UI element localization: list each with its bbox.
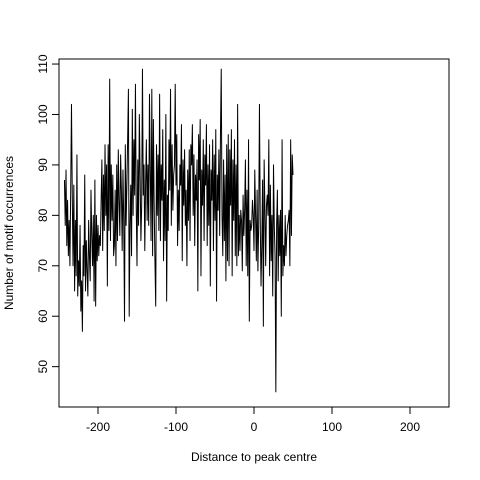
y-axis-label: Number of motif occurrences <box>2 156 16 310</box>
y-axis: 50 60 70 80 90 100 110 <box>36 54 59 373</box>
x-axis: -200 -100 0 100 200 <box>86 407 420 434</box>
x-axis-label: Distance to peak centre <box>191 450 317 464</box>
y-tick-label: 70 <box>36 259 50 273</box>
series-line <box>63 68 294 393</box>
x-tick-label: -100 <box>164 420 188 434</box>
y-tick-label: 50 <box>36 360 50 374</box>
y-tick-label: 90 <box>36 158 50 172</box>
y-tick-label: 60 <box>36 309 50 323</box>
x-tick-label: 100 <box>322 420 342 434</box>
y-tick-label: 80 <box>36 208 50 222</box>
y-tick-label: 110 <box>36 54 50 73</box>
x-tick-label: -200 <box>86 420 110 434</box>
x-tick-label: 0 <box>251 420 258 434</box>
x-tick-label: 200 <box>400 420 420 434</box>
y-tick-label: 100 <box>36 104 50 124</box>
